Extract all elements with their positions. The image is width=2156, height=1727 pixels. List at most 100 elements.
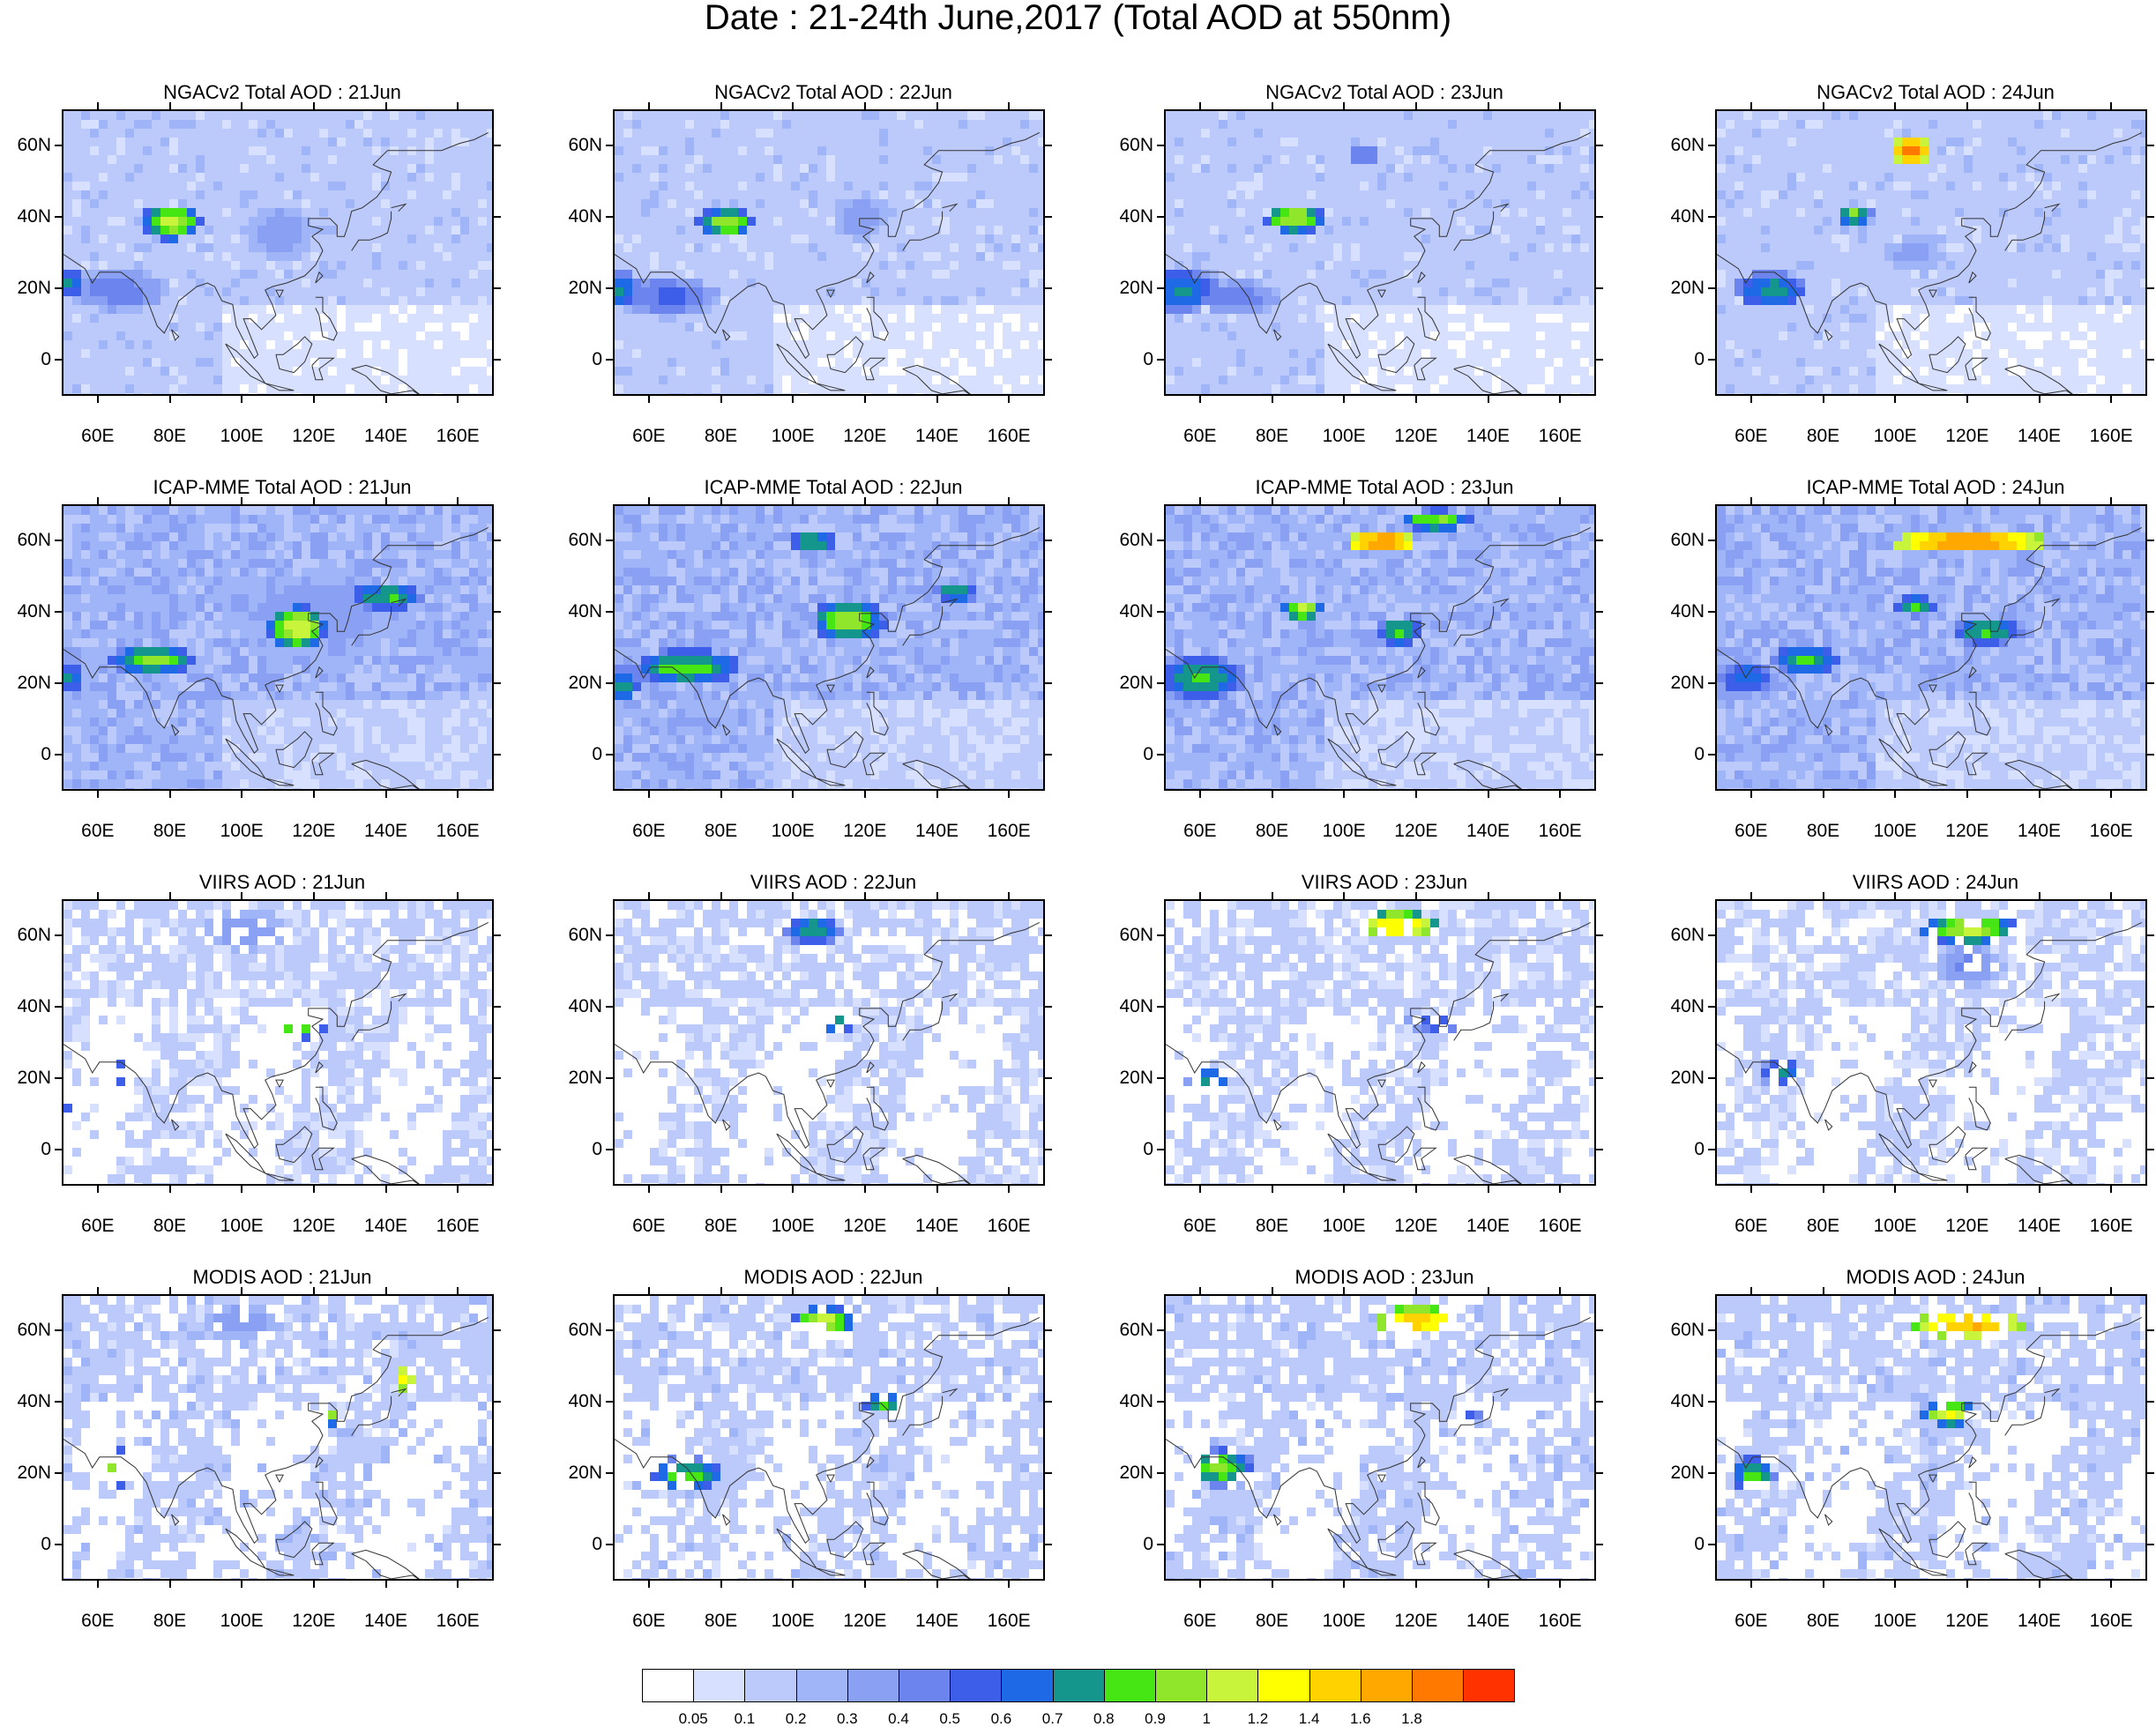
aod-cell xyxy=(1563,296,1571,305)
aod-cell xyxy=(835,146,844,155)
aod-cell xyxy=(90,323,99,331)
aod-cell xyxy=(178,111,187,120)
aod-cell xyxy=(853,367,862,376)
aod-cell xyxy=(1245,155,1254,164)
aod-cell xyxy=(1386,323,1395,331)
aod-cell xyxy=(941,340,950,349)
aod-cell xyxy=(1351,226,1360,234)
aod-cell xyxy=(1369,129,1377,138)
aod-cell xyxy=(1298,146,1307,155)
aod-cell xyxy=(1563,367,1571,376)
aod-cell xyxy=(354,182,363,190)
aod-cell xyxy=(959,252,967,261)
aod-cell xyxy=(650,234,659,243)
aod-cell xyxy=(125,129,134,138)
aod-cell xyxy=(1324,305,1333,314)
aod-cell xyxy=(1501,349,1510,358)
aod-cell xyxy=(941,111,950,120)
aod-cell xyxy=(125,261,134,270)
aod-cell xyxy=(125,287,134,296)
aod-cell xyxy=(1289,270,1298,279)
aod-cell xyxy=(1518,261,1527,270)
aod-cell xyxy=(416,208,425,217)
aod-cell xyxy=(90,287,99,296)
aod-cell xyxy=(257,226,266,234)
aod-cell xyxy=(1492,279,1501,287)
aod-cell xyxy=(1589,252,1596,261)
aod-cell xyxy=(1518,349,1527,358)
aod-cell xyxy=(1289,358,1298,367)
aod-cell xyxy=(1029,314,1038,323)
aod-cell xyxy=(1404,120,1413,129)
aod-cell xyxy=(791,279,800,287)
x-tick xyxy=(385,102,387,109)
aod-cell xyxy=(694,252,703,261)
aod-cell xyxy=(1589,331,1596,340)
aod-cell xyxy=(1545,173,1554,182)
aod-cell xyxy=(650,243,659,252)
aod-cell xyxy=(1280,331,1289,340)
aod-cell xyxy=(328,199,337,208)
aod-cell xyxy=(650,261,659,270)
aod-cell xyxy=(240,323,249,331)
aod-cell xyxy=(213,340,222,349)
aod-cell xyxy=(615,173,623,182)
aod-cell xyxy=(63,358,72,367)
aod-cell xyxy=(817,340,826,349)
aod-cell xyxy=(844,217,853,226)
aod-cell xyxy=(249,129,257,138)
aod-cell xyxy=(738,367,747,376)
aod-cell xyxy=(1492,120,1501,129)
aod-cell xyxy=(1413,243,1421,252)
aod-cell xyxy=(178,279,187,287)
aod-cell xyxy=(817,155,826,164)
aod-cell xyxy=(293,323,302,331)
aod-cell xyxy=(1563,243,1571,252)
aod-cell xyxy=(487,164,494,173)
aod-cell xyxy=(756,208,765,217)
aod-cell xyxy=(1254,146,1263,155)
aod-cell xyxy=(407,287,416,296)
aod-cell xyxy=(1020,349,1029,358)
aod-cell xyxy=(720,287,729,296)
aod-cell xyxy=(425,384,434,393)
aod-cell xyxy=(1201,164,1210,173)
aod-cell xyxy=(1518,287,1527,296)
aod-cell xyxy=(169,384,178,393)
aod-cell xyxy=(196,129,205,138)
aod-cell xyxy=(1029,217,1038,226)
aod-cell xyxy=(1011,208,1020,217)
aod-cell xyxy=(231,261,240,270)
aod-cell xyxy=(906,331,914,340)
aod-cell xyxy=(1501,155,1510,164)
aod-cell xyxy=(1457,120,1466,129)
aod-cell xyxy=(1448,155,1457,164)
aod-cell xyxy=(932,340,941,349)
aod-cell xyxy=(1210,182,1219,190)
aod-cell xyxy=(1201,296,1210,305)
x-tick xyxy=(169,396,171,403)
aod-cell xyxy=(773,138,782,146)
aod-cell xyxy=(1272,155,1280,164)
aod-cell xyxy=(1421,173,1430,182)
aod-cell xyxy=(756,164,765,173)
aod-cell xyxy=(1492,252,1501,261)
aod-cell xyxy=(1201,217,1210,226)
aod-cell xyxy=(1527,164,1536,173)
aod-cell xyxy=(1518,155,1527,164)
aod-cell xyxy=(425,393,434,396)
aod-cell xyxy=(738,234,747,243)
aod-cell xyxy=(1369,173,1377,182)
aod-cell xyxy=(1201,138,1210,146)
aod-cell xyxy=(1289,305,1298,314)
aod-cell xyxy=(1527,384,1536,393)
aod-cell xyxy=(1280,111,1289,120)
aod-cell xyxy=(125,340,134,349)
aod-cell xyxy=(1536,155,1545,164)
aod-cell xyxy=(1003,234,1011,243)
aod-cell xyxy=(1527,138,1536,146)
aod-cell xyxy=(632,261,641,270)
aod-cell xyxy=(487,305,494,314)
aod-cell xyxy=(222,182,231,190)
aod-cell xyxy=(1236,305,1245,314)
